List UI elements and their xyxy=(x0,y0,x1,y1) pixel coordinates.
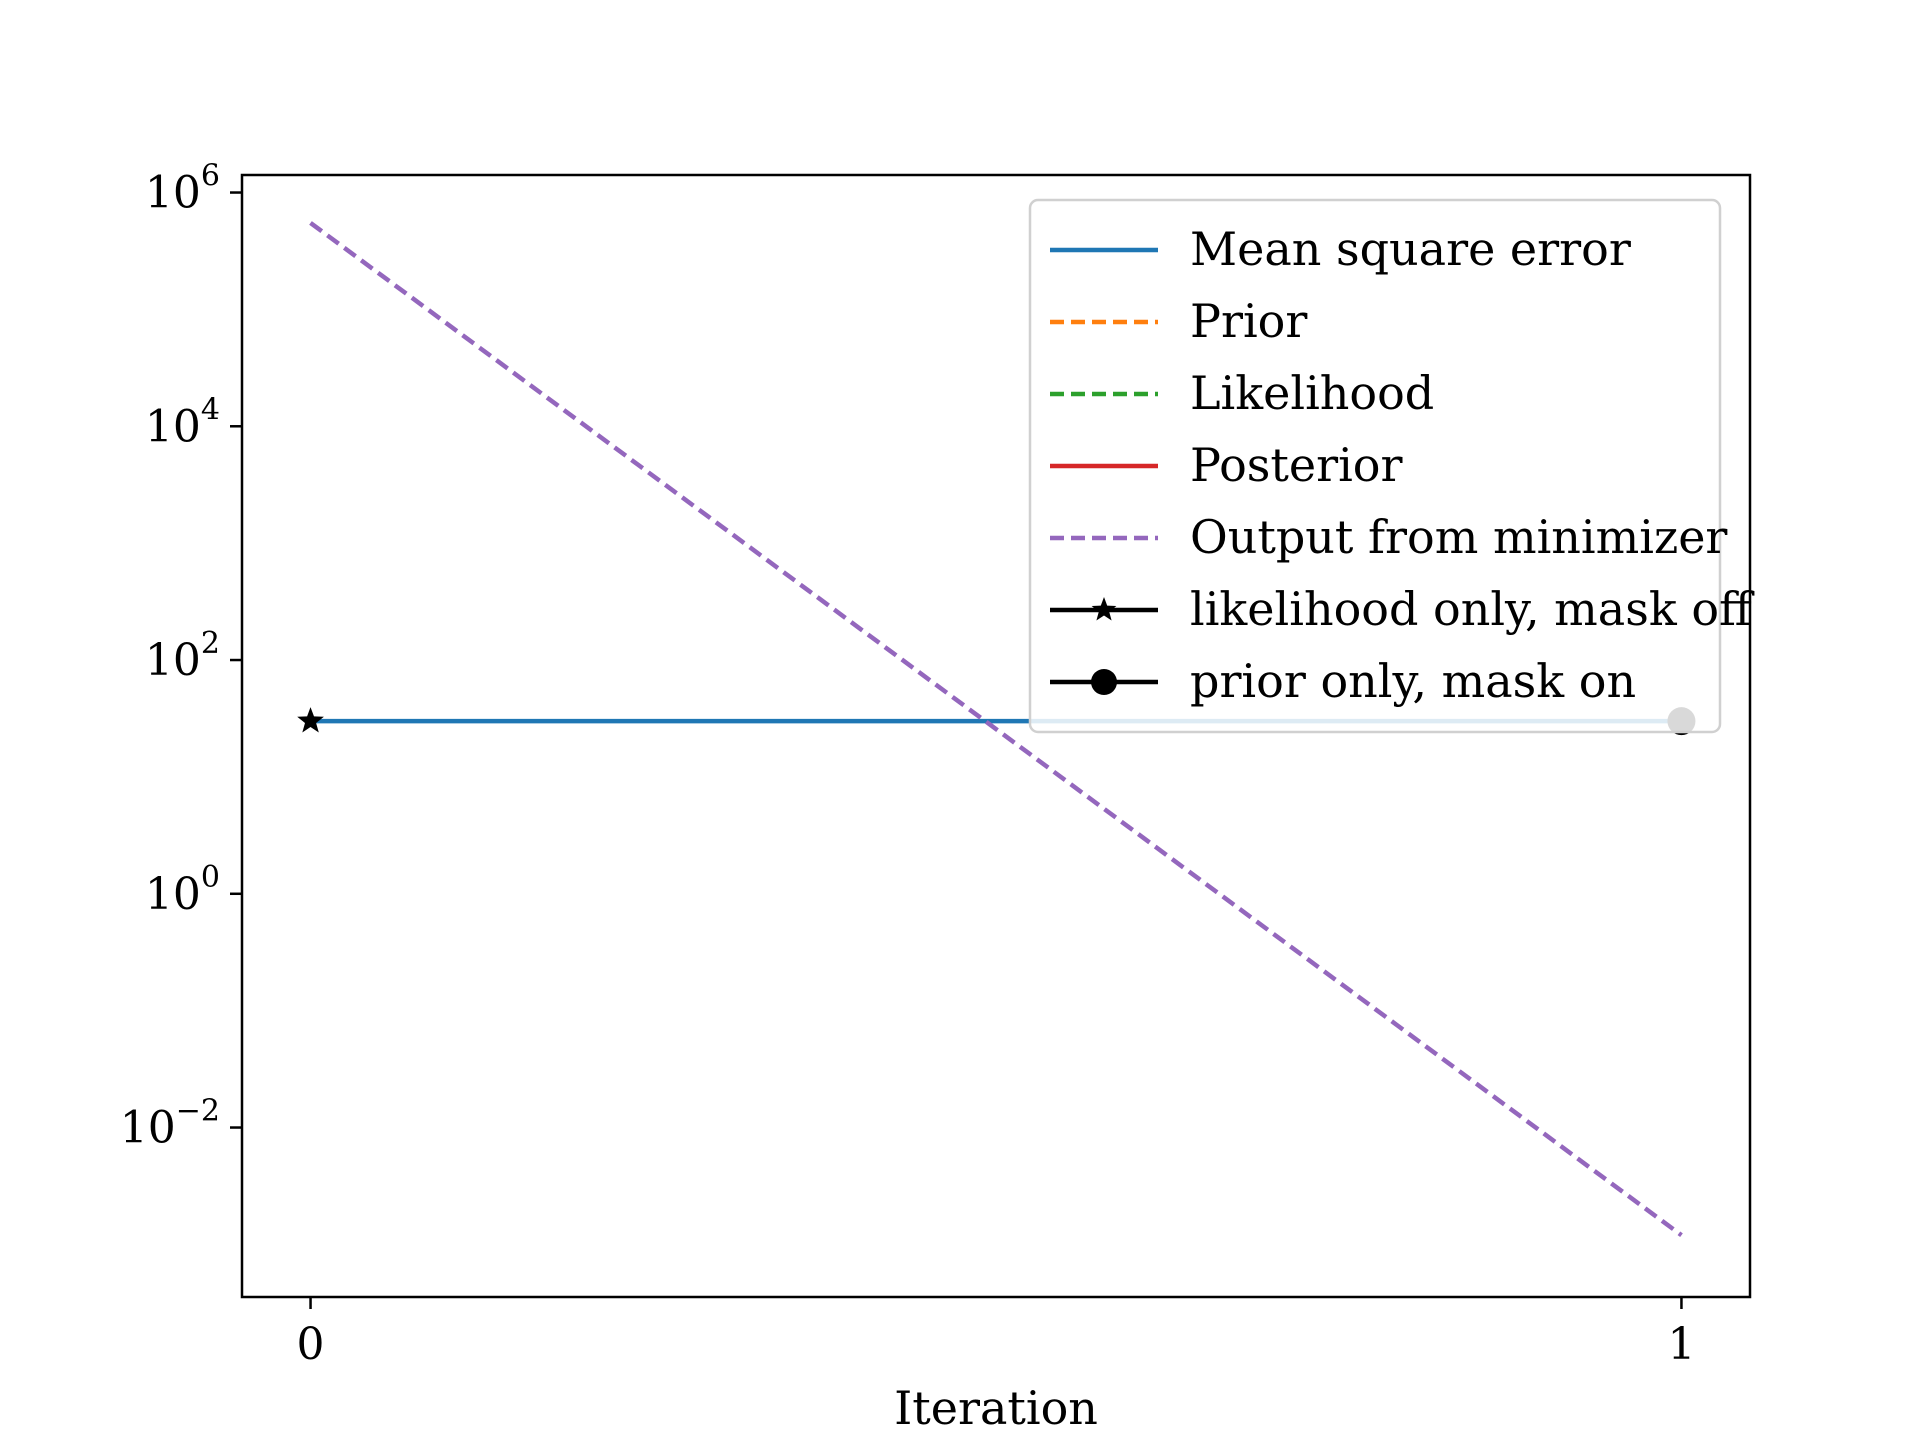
y-tick-label: 106 xyxy=(145,159,220,219)
legend-entry-likelihood: Likelihood xyxy=(1050,366,1434,420)
legend-marker-circle xyxy=(1091,669,1117,695)
legend-entry-likelihood-only-mask-off: likelihood only, mask off xyxy=(1050,582,1755,636)
marker-star xyxy=(297,707,324,733)
legend-entry-output-from-minimizer: Output from minimizer xyxy=(1050,510,1727,564)
legend-box xyxy=(1028,198,1722,734)
legend-entry-mean-square-error: Mean square error xyxy=(1050,222,1631,276)
legend-marker-star xyxy=(1091,597,1117,621)
legend-label: likelihood only, mask off xyxy=(1190,582,1755,636)
y-tick-label: 100 xyxy=(145,860,220,920)
legend-label: Prior xyxy=(1190,294,1307,348)
series-line-output-from-minimizer xyxy=(309,221,1683,1238)
y-tick-label: 10−2 xyxy=(120,1094,220,1154)
legend-entry-posterior: Posterior xyxy=(1050,438,1402,492)
legend-label: Output from minimizer xyxy=(1190,510,1727,564)
y-axis-ticks: 10−2 100 102 104 106 xyxy=(120,159,242,1154)
legend-label: Posterior xyxy=(1190,438,1402,492)
x-tick-label: 0 xyxy=(297,1319,325,1370)
plot-frame xyxy=(240,173,1752,1299)
y-tick-label: 102 xyxy=(145,626,220,686)
legend-label: Mean square error xyxy=(1190,222,1631,276)
legend-entry-prior-only-mask-on: prior only, mask on xyxy=(1050,654,1636,708)
legend-label: prior only, mask on xyxy=(1190,654,1636,708)
legend: Mean square error Prior Likelihood Posterio… xyxy=(1028,198,1755,734)
legend-entry-prior: Prior xyxy=(1050,294,1307,348)
legend-label: Likelihood xyxy=(1190,366,1434,420)
y-tick-label: 104 xyxy=(145,392,220,452)
x-tick-label: 1 xyxy=(1667,1319,1695,1370)
x-axis-label: Iteration xyxy=(894,1381,1098,1435)
